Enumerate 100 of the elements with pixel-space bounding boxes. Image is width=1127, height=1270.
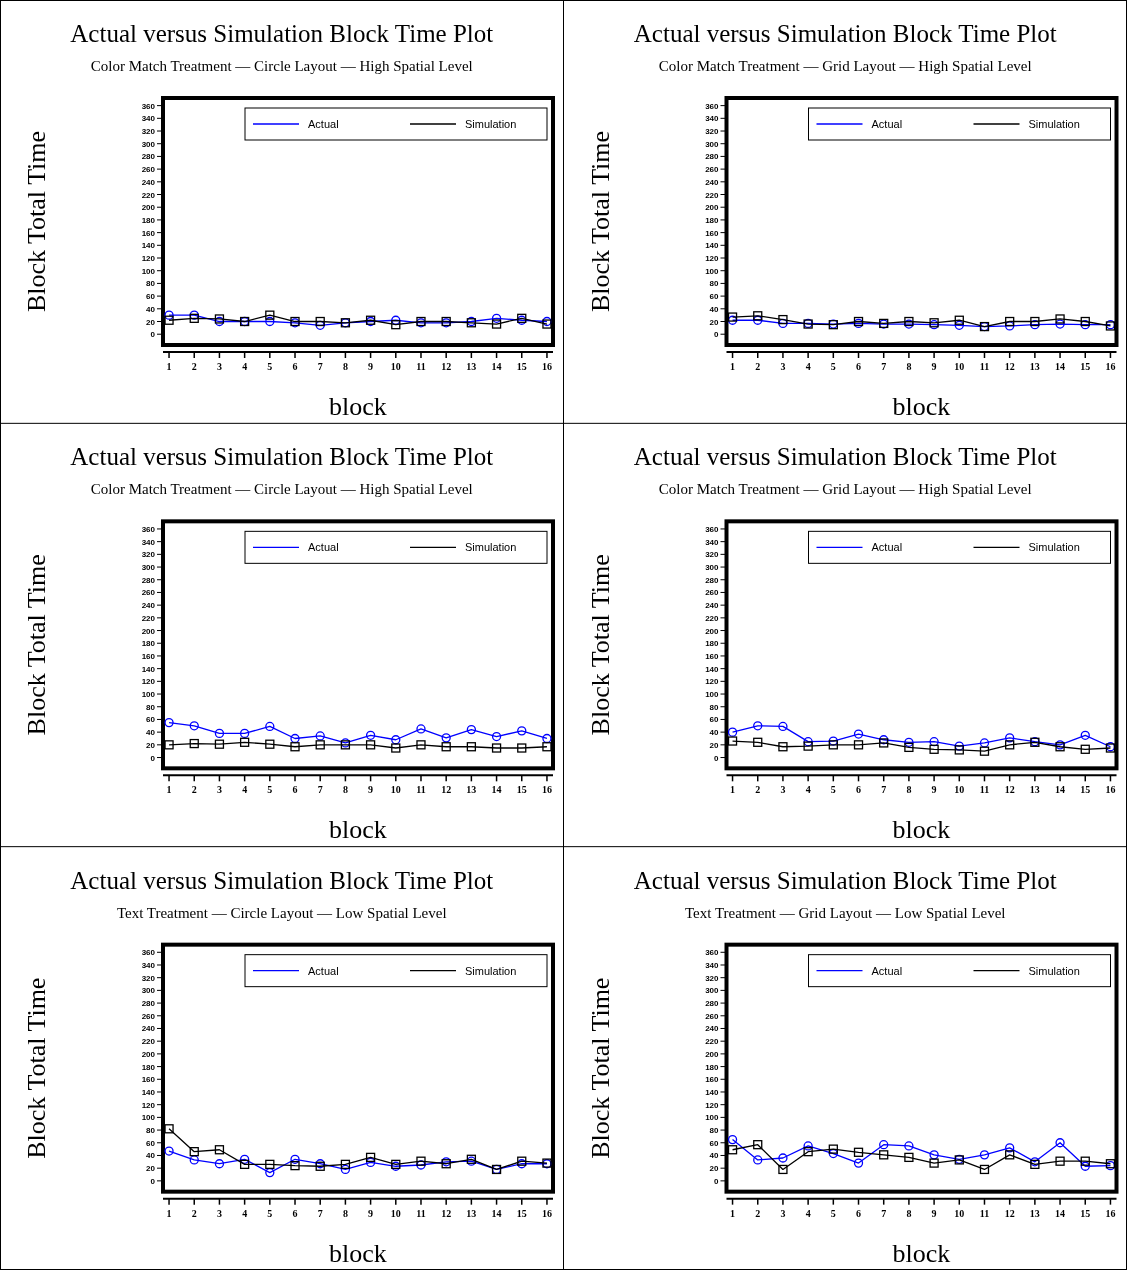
x-axis-title: block — [329, 1238, 387, 1268]
x-tick-label: 9 — [368, 784, 374, 796]
y-tick-label: 20 — [709, 317, 720, 327]
y-tick-label: 100 — [141, 266, 156, 276]
y-tick-label: 180 — [705, 1062, 720, 1072]
y-tick-label: 40 — [146, 304, 156, 314]
x-tick-label: 5 — [267, 361, 273, 372]
y-tick-label: 140 — [141, 1087, 156, 1097]
x-tick-label: 4 — [242, 361, 248, 372]
chart-subtitle: Color Match Treatment — Circle Layout — High Spatial Level — [90, 481, 473, 498]
y-tick-label: 320 — [141, 973, 156, 983]
x-tick-label: 16 — [541, 1207, 552, 1219]
x-tick-label: 3 — [780, 361, 786, 372]
y-tick-label: 280 — [141, 152, 156, 162]
y-tick-label: 300 — [141, 986, 156, 996]
x-tick-label: 8 — [906, 1207, 912, 1219]
y-tick-label: 260 — [141, 1011, 156, 1021]
legend-label: Actual — [308, 541, 339, 554]
x-tick-label: 2 — [191, 1207, 197, 1219]
y-tick-label: 20 — [709, 1164, 720, 1174]
x-tick-label: 2 — [755, 1207, 761, 1219]
y-tick-label: 0 — [150, 753, 156, 763]
x-tick-label: 2 — [755, 784, 761, 796]
y-tick-label: 220 — [141, 613, 156, 623]
y-axis-title: Block Total Time — [22, 554, 51, 736]
x-tick-label: 6 — [292, 1207, 298, 1219]
y-tick-label: 300 — [705, 986, 720, 996]
legend-label: Actual — [871, 118, 903, 130]
x-tick-label: 6 — [856, 361, 862, 372]
y-tick-label: 340 — [141, 114, 156, 124]
x-tick-label: 16 — [1105, 1207, 1116, 1219]
x-tick-label: 12 — [1004, 361, 1015, 372]
x-tick-label: 5 — [830, 784, 836, 796]
y-tick-label: 260 — [705, 588, 720, 598]
x-tick-label: 16 — [541, 361, 552, 372]
x-tick-label: 8 — [342, 1207, 348, 1219]
x-tick-label: 6 — [292, 784, 298, 796]
x-tick-label: 2 — [191, 784, 197, 796]
y-tick-label: 320 — [705, 127, 720, 137]
y-tick-label: 40 — [146, 1151, 156, 1161]
x-tick-label: 15 — [1080, 784, 1091, 796]
x-tick-label: 14 — [1055, 361, 1066, 372]
y-tick-label: 100 — [705, 690, 720, 700]
x-tick-label: 12 — [441, 361, 452, 372]
x-tick-label: 4 — [805, 784, 811, 796]
chart-subtitle: Text Treatment — Grid Layout — Low Spatial Level — [684, 904, 1006, 921]
y-tick-label: 340 — [141, 960, 156, 970]
y-tick-label: 180 — [141, 215, 156, 225]
y-tick-label: 60 — [146, 292, 156, 302]
y-tick-label: 20 — [709, 740, 720, 750]
y-tick-label: 320 — [141, 550, 156, 560]
y-tick-label: 0 — [714, 753, 720, 763]
x-tick-label: 5 — [830, 1207, 836, 1219]
x-tick-label: 1 — [730, 361, 736, 372]
x-tick-label: 8 — [906, 361, 912, 372]
x-tick-label: 13 — [466, 784, 477, 796]
y-tick-label: 180 — [705, 215, 720, 225]
x-tick-label: 6 — [856, 1207, 862, 1219]
chart-subtitle: Color Match Treatment — Grid Layout — High Spatial Level — [658, 58, 1032, 74]
chart-subtitle: Color Match Treatment — Grid Layout — High Spatial Level — [658, 481, 1032, 498]
y-tick-label: 120 — [705, 1100, 720, 1110]
x-tick-label: 8 — [342, 361, 348, 372]
y-tick-label: 360 — [141, 948, 156, 958]
chart-subtitle: Color Match Treatment — Circle Layout — High Spatial Level — [90, 58, 473, 74]
x-tick-label: 7 — [881, 361, 887, 372]
x-tick-label: 14 — [1055, 784, 1066, 796]
x-axis-title: block — [329, 815, 387, 845]
y-tick-label: 100 — [141, 1113, 156, 1123]
y-tick-label: 40 — [709, 304, 720, 314]
y-tick-label: 60 — [709, 715, 720, 725]
x-tick-label: 3 — [216, 784, 222, 796]
legend-label: Simulation — [1028, 541, 1080, 554]
y-tick-label: 220 — [141, 190, 156, 200]
y-tick-label: 340 — [141, 537, 156, 547]
x-tick-label: 3 — [780, 1207, 786, 1219]
x-axis-title: block — [892, 392, 951, 421]
y-tick-label: 160 — [705, 651, 720, 661]
y-tick-label: 300 — [705, 139, 720, 149]
y-tick-label: 0 — [714, 330, 720, 340]
y-tick-label: 200 — [141, 203, 156, 213]
x-tick-label: 16 — [1105, 784, 1116, 796]
y-tick-label: 60 — [709, 1138, 720, 1148]
y-tick-label: 140 — [141, 241, 156, 251]
legend-label: Actual — [871, 541, 903, 554]
x-tick-label: 3 — [216, 1207, 222, 1219]
x-tick-label: 13 — [1029, 361, 1040, 372]
x-tick-label: 10 — [954, 784, 965, 796]
y-tick-label: 160 — [141, 228, 156, 238]
y-tick-label: 300 — [141, 139, 156, 149]
y-tick-label: 320 — [141, 127, 156, 137]
x-tick-label: 9 — [368, 1207, 374, 1219]
x-tick-label: 1 — [730, 1207, 736, 1219]
x-tick-label: 13 — [1029, 1207, 1040, 1219]
chart-title: Actual versus Simulation Block Time Plot — [633, 443, 1057, 471]
x-tick-label: 11 — [979, 1207, 990, 1219]
y-tick-label: 180 — [141, 1062, 156, 1072]
x-tick-label: 15 — [516, 361, 527, 372]
legend-label: Actual — [871, 964, 903, 977]
x-tick-label: 15 — [516, 784, 527, 796]
x-tick-label: 16 — [541, 784, 552, 796]
